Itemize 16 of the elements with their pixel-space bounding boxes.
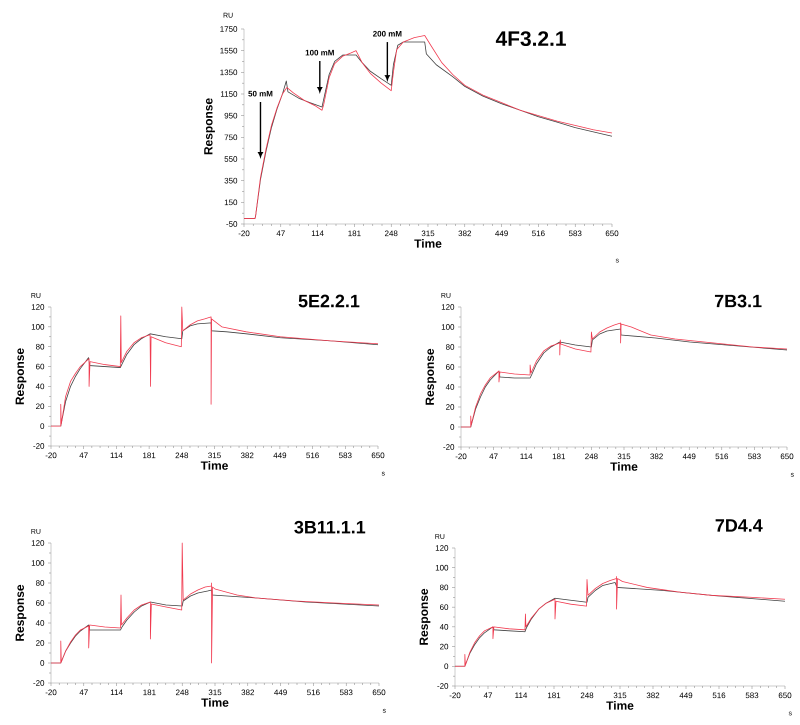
y-axis-title: Response: [16, 584, 26, 641]
y-axis-title: Response: [426, 348, 436, 405]
y-axis-title: Response: [420, 588, 430, 645]
chart-title: 3B11.1.1: [294, 520, 366, 534]
y-axis-title: Response: [16, 348, 26, 404]
x-axis-title: Time: [200, 461, 228, 470]
x-axis-title: Time: [610, 462, 638, 471]
chart-title: 7D4.4: [716, 519, 763, 532]
x-axis-title: Time: [201, 698, 228, 707]
x-axis-title: Time: [414, 239, 442, 248]
x-axis-title: Time: [606, 701, 634, 710]
chart-title: 4F3.2.1: [496, 31, 566, 46]
chart-title: 5E2.2.1: [298, 294, 360, 308]
y-axis-title: Response: [204, 98, 215, 154]
line-series: [50, 542, 380, 664]
chart-title: 7B3.1: [714, 294, 762, 308]
